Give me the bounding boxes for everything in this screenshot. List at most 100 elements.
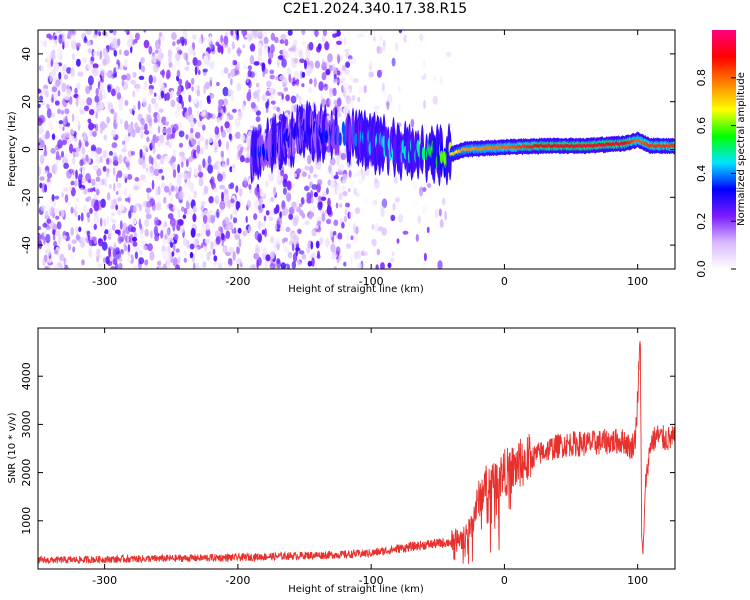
snr-xlabel: Height of straight line (km)	[288, 584, 424, 595]
spectrogram-speckle	[311, 184, 318, 190]
spectrogram-speckle	[118, 188, 122, 196]
spectrogram-speckle	[341, 178, 347, 184]
spectrogram-speckle	[46, 103, 50, 110]
spectrogram-speckle	[307, 154, 312, 165]
spectrogram-speckle	[65, 260, 69, 266]
spectrogram-speckle	[125, 73, 131, 81]
spectrogram-speckle	[288, 206, 295, 215]
spectrogram-speckle	[342, 173, 348, 180]
spectrogram-speckle	[139, 223, 143, 230]
spectrogram-speckle	[189, 243, 195, 250]
spectrogram-speckle	[310, 252, 316, 260]
spectrogram-speckle	[93, 164, 99, 171]
spectrogram-speckle	[106, 150, 110, 160]
spectrogram-speckle	[58, 236, 61, 245]
spectrogram-speckle	[236, 47, 241, 57]
spectrogram-speckle	[241, 102, 245, 112]
spectrogram-speckle	[197, 171, 204, 178]
spectrogram-speckle	[191, 138, 197, 146]
spectrogram-speckle	[106, 215, 110, 225]
spectrogram-speckle	[58, 71, 62, 80]
spectrogram-speckle	[156, 260, 162, 266]
spectrogram-speckle	[105, 172, 110, 178]
spectrogram-speckle	[355, 189, 360, 194]
spectrogram-speckle	[70, 180, 75, 186]
spectrogram-speckle	[159, 122, 164, 130]
spectrogram-speckle	[169, 133, 174, 140]
spectrogram-speckle	[444, 210, 447, 221]
spectrogram-speckle	[138, 204, 143, 210]
spectrogram-speckle	[140, 234, 144, 240]
spectrogram-speckle	[91, 178, 96, 187]
spectrogram-speckle	[64, 41, 69, 48]
colorbar-tick-label: 0.2	[695, 212, 708, 230]
spectrogram-speckle	[147, 114, 152, 124]
spectrogram-speckle	[151, 54, 158, 63]
spectrogram-speckle	[113, 198, 117, 205]
spectrogram-speckle	[157, 53, 163, 61]
spectrogram-speckle	[217, 173, 223, 182]
spectrogram-speckle	[176, 97, 180, 102]
spectrogram-speckle	[99, 156, 103, 163]
spectrogram-speckle	[362, 248, 366, 254]
spectrogram-speckle	[76, 58, 81, 67]
spectrogram-speckle	[372, 200, 378, 206]
spectrogram-speckle	[98, 263, 103, 268]
spectrogram-speckle	[71, 156, 76, 166]
spectrogram-speckle	[106, 157, 110, 165]
spectrogram-speckle	[230, 198, 235, 204]
spectrogram-speckle	[122, 140, 126, 145]
spectrogram-speckle	[89, 232, 93, 238]
spectrogram-speckle	[106, 192, 111, 201]
spectrogram-speckle	[113, 50, 118, 57]
spectrogram-speckle	[177, 85, 182, 95]
snr-x-tick-label: -100	[359, 574, 384, 587]
spectrogram-speckle	[122, 229, 126, 240]
spectrogram-speckle	[117, 38, 121, 47]
spectrogram-speckle	[89, 187, 94, 193]
spectrogram-speckle	[99, 50, 103, 60]
spectrogram-marks	[38, 30, 675, 269]
spectrogram-speckle	[109, 150, 113, 156]
spectrogram-speckle	[204, 81, 210, 90]
spectrogram-speckle	[363, 85, 367, 94]
spectrogram-speckle	[221, 129, 227, 138]
spectrogram-speckle	[321, 72, 327, 81]
spectrogram-speckle	[46, 182, 52, 189]
spectrogram-speckle	[39, 65, 42, 72]
spectrogram-speckle	[53, 264, 60, 269]
spectrogram-speckle	[147, 104, 152, 114]
spectrogram-speckle	[72, 246, 76, 253]
spectrogram-speckle	[92, 123, 96, 129]
spectrogram-speckle	[86, 212, 90, 218]
spectrogram-speckle	[38, 166, 41, 177]
spectrogram-speckle	[247, 80, 252, 89]
spectrogram-speckle	[321, 212, 326, 222]
spectrogram-speckle	[124, 30, 129, 33]
spectrogram-speckle	[60, 109, 65, 115]
spectrogram-speckle	[124, 134, 130, 143]
colorbar: 0.0 0.2 0.4 0.6 0.8 Normalized spectral ampl…	[695, 30, 747, 278]
spectrogram-speckle	[382, 89, 387, 98]
spectrogram-speckle	[328, 164, 332, 174]
spectrogram-speckle	[155, 49, 159, 54]
spectrogram-speckle	[72, 30, 77, 36]
spectrogram-speckle	[277, 216, 283, 226]
spectrogram-speckle	[177, 208, 181, 218]
spectrogram-speckle	[157, 142, 161, 147]
spectrogram-speckle	[266, 80, 272, 88]
spectrogram-speckle	[55, 79, 61, 87]
spectrogram-speckle	[350, 100, 355, 107]
spectrogram-speckle	[309, 165, 314, 174]
spectrogram-speckle	[94, 30, 98, 36]
spectrogram-speckle	[147, 243, 153, 252]
spectrogram-speckle	[245, 215, 248, 223]
spectrogram-speckle	[389, 257, 395, 263]
spectrogram-speckle	[156, 135, 160, 141]
spectrogram-speckle	[202, 261, 207, 268]
spectrogram-speckle	[229, 166, 233, 173]
spectrogram-speckle	[170, 220, 177, 228]
spectrogram-speckle	[285, 208, 290, 214]
spectrogram-xlabel: Height of straight line (km)	[288, 284, 424, 295]
spectrogram-speckle	[320, 196, 327, 201]
